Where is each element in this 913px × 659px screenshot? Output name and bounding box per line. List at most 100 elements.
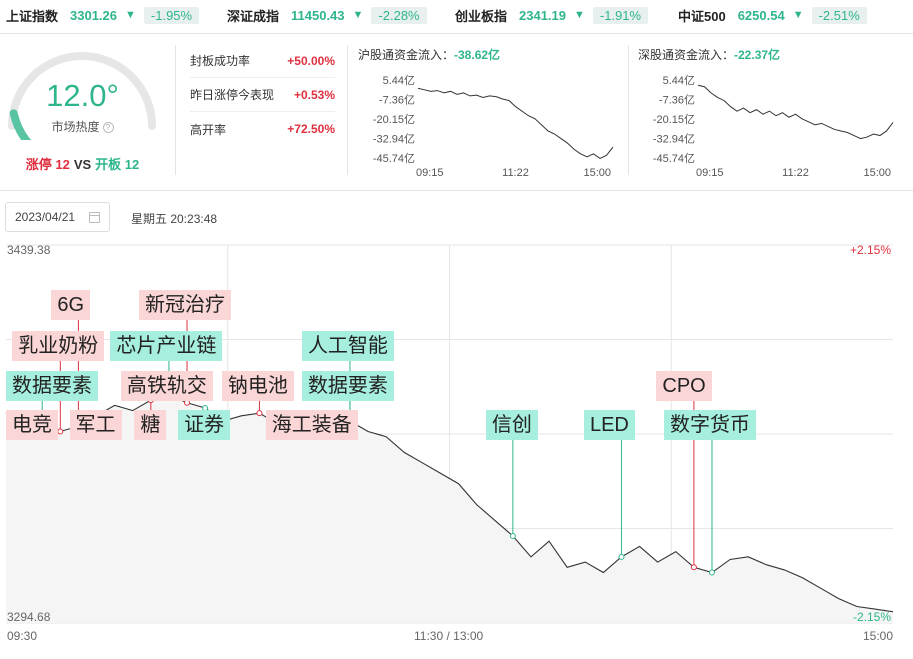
vs-label: VS xyxy=(73,157,92,172)
divider xyxy=(175,45,176,175)
index-change: -2.28% xyxy=(371,6,427,24)
limit-summary: 涨停 12 VS 开板 12 xyxy=(0,154,165,173)
x-tick-label: 11:22 xyxy=(782,167,809,179)
x-tick-label: 09:30 xyxy=(7,629,38,643)
index-name: 上证指数 xyxy=(6,8,59,24)
stat-row: 昨日涨停今表现 +0.53% xyxy=(190,78,335,112)
x-tick-label: 15:00 xyxy=(862,629,893,643)
divider xyxy=(628,45,629,175)
market-heat-gauge: 12.0° 市场热度? 涨停 12 VS 开板 12 xyxy=(0,40,175,185)
calendar-icon[interactable] xyxy=(89,212,100,223)
event-tag[interactable]: 6G xyxy=(51,290,91,320)
limit-stats: 封板成功率 +50.00% 昨日涨停今表现 +0.53% 高开率 +72.50% xyxy=(190,44,335,146)
event-tag[interactable]: 信创 xyxy=(485,410,538,440)
stat-label: 封板成功率 xyxy=(190,54,251,68)
event-tag[interactable]: CPO xyxy=(656,371,712,401)
y-tick-label: -45.74亿 xyxy=(373,152,415,165)
y-tick-label: -20.15亿 xyxy=(653,113,695,126)
y-tick-label: -7.36亿 xyxy=(379,94,415,107)
index-item-sh[interactable]: 上证指数 3301.26 ▼ -1.95% xyxy=(6,5,200,25)
x-tick-label: 15:00 xyxy=(863,167,891,179)
heat-label: 市场热度 xyxy=(51,120,100,134)
event-tag[interactable]: 钠电池 xyxy=(221,371,294,401)
flow-title: 沪股通资金流入：-38.62亿 xyxy=(358,46,623,63)
y-max-pct: +2.15% xyxy=(849,243,891,257)
event-marker-dot xyxy=(708,569,715,576)
divider xyxy=(0,190,913,191)
down-arrow-icon: ▼ xyxy=(125,9,136,21)
down-arrow-icon: ▼ xyxy=(574,9,585,21)
flow-line xyxy=(697,84,894,140)
event-marker-dot xyxy=(690,564,697,571)
date-picker[interactable]: 2023/04/21 xyxy=(5,202,110,232)
event-tag[interactable]: 数字货币 xyxy=(663,410,756,440)
gauge-fill xyxy=(9,109,32,140)
index-name: 中证500 xyxy=(678,8,726,24)
event-marker-dot xyxy=(256,410,263,417)
y-tick-label: 5.44亿 xyxy=(383,74,415,87)
event-tag[interactable]: 证券 xyxy=(178,410,231,440)
sh-connect-flow-chart: 沪股通资金流入：-38.62亿 5.44亿 -7.36亿 -20.15亿 -32.94… xyxy=(358,46,623,186)
index-item-cyb[interactable]: 创业板指 2341.19 ▼ -1.91% xyxy=(455,5,649,25)
stat-value: +0.53% xyxy=(293,87,335,102)
index-change: -1.91% xyxy=(592,6,649,24)
y-tick-label: -32.94亿 xyxy=(653,133,695,146)
flow-title-label: 深股通资金流入： xyxy=(638,48,735,62)
event-marker-dot xyxy=(618,553,625,560)
event-tag[interactable]: 芯片产业链 xyxy=(110,331,223,361)
event-tag[interactable]: 数据要素 xyxy=(301,371,394,401)
flow-title-label: 沪股通资金流入： xyxy=(358,48,455,62)
event-tag[interactable]: 新冠治疗 xyxy=(139,290,232,320)
flow-amount: -22.37亿 xyxy=(734,48,781,62)
index-value: 3301.26 xyxy=(70,7,118,23)
event-marker-dot xyxy=(509,532,516,539)
event-tag[interactable]: 军工 xyxy=(69,410,122,440)
index-change: -1.95% xyxy=(143,6,200,24)
index-item-sz[interactable]: 深证成指 11450.43 ▼ -2.28% xyxy=(227,5,427,25)
stat-value: +50.00% xyxy=(287,53,335,68)
x-tick-label: 15:00 xyxy=(583,167,611,179)
intraday-chart: 3439.38 3294.68 +2.15% -2.15% 09:30 11:3… xyxy=(0,238,913,659)
y-tick-label: -32.94亿 xyxy=(373,133,415,146)
x-tick-label: 11:22 xyxy=(502,167,529,179)
event-tag[interactable]: 高铁轨交 xyxy=(120,371,213,401)
weekday-time: 星期五 20:23:48 xyxy=(131,212,218,226)
x-tick-label: 11:30 / 13:00 xyxy=(414,629,484,643)
event-tag[interactable]: 海工装备 xyxy=(265,410,358,440)
y-tick-label: -45.74亿 xyxy=(653,152,695,165)
event-tag[interactable]: 糖 xyxy=(134,410,167,440)
y-tick-label: -20.15亿 xyxy=(373,113,415,126)
divider xyxy=(0,33,913,34)
index-name: 深证成指 xyxy=(227,8,280,24)
index-value: 11450.43 xyxy=(291,7,345,23)
y-max-label: 3439.38 xyxy=(7,243,51,257)
event-tag[interactable]: 人工智能 xyxy=(301,331,394,361)
heat-value: 12.0° xyxy=(46,78,119,113)
index-item-zz500[interactable]: 中证500 6250.54 ▼ -2.51% xyxy=(678,5,867,25)
event-tag[interactable]: 数据要素 xyxy=(6,371,98,401)
event-tag[interactable]: 电竞 xyxy=(6,410,58,440)
question-circle-icon[interactable]: ? xyxy=(102,122,114,134)
stat-label: 高开率 xyxy=(190,122,227,137)
flow-line xyxy=(417,87,614,159)
limit-up-count: 涨停 12 xyxy=(25,157,70,172)
x-tick-label: 09:15 xyxy=(416,167,444,179)
y-min-pct: -2.15% xyxy=(852,610,891,624)
date-value: 2023/04/21 xyxy=(15,210,76,224)
flow-amount: -38.62亿 xyxy=(454,48,501,62)
y-tick-label: 5.44亿 xyxy=(663,74,695,87)
down-arrow-icon: ▼ xyxy=(792,9,804,21)
stat-value: +72.50% xyxy=(287,122,335,136)
y-min-label: 3294.68 xyxy=(7,610,51,624)
event-tag[interactable]: 乳业奶粉 xyxy=(12,331,105,361)
divider xyxy=(347,45,348,175)
open-board-count: 开板 12 xyxy=(95,157,140,172)
index-name: 创业板指 xyxy=(455,8,508,24)
event-tag[interactable]: LED xyxy=(583,410,635,440)
flow-title: 深股通资金流入：-22.37亿 xyxy=(638,46,903,63)
price-area xyxy=(6,394,893,623)
heat-label-row: 市场热度? xyxy=(0,118,165,135)
y-tick-label: -7.36亿 xyxy=(659,94,695,107)
